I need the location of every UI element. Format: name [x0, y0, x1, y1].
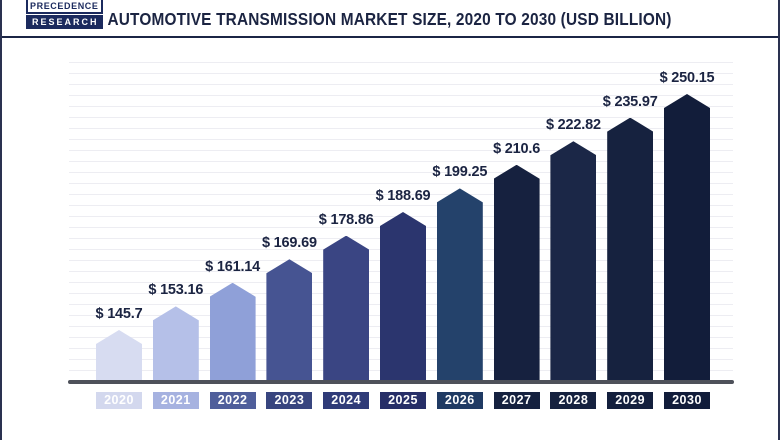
gridline [69, 84, 733, 85]
logo-line1: PRECEDENCE [26, 0, 103, 14]
bar-2028 [550, 141, 597, 382]
bar-2026 [436, 188, 483, 382]
x-axis-label-2027: 2027 [493, 392, 540, 409]
bar-2029 [607, 117, 654, 382]
logo-line2: RESEARCH [26, 15, 103, 29]
bar-value-label-2021: $ 153.16 [148, 282, 204, 299]
bar-value-label-2024: $ 178.86 [318, 211, 374, 228]
bar-value-label-2027: $ 210.6 [493, 140, 541, 157]
bar-2023 [266, 259, 313, 382]
page-title: AUTOMOTIVE TRANSMISSION MARKET SIZE, 202… [107, 8, 673, 29]
gridline [69, 128, 733, 129]
x-axis-baseline [68, 380, 734, 384]
x-axis-label-2021: 2021 [152, 392, 199, 409]
x-axis-label-2023: 2023 [266, 392, 313, 409]
gridline [69, 150, 733, 151]
bar-value-label-2029: $ 235.97 [602, 93, 658, 110]
x-axis-label-2029: 2029 [607, 392, 654, 409]
bar-2027 [493, 164, 540, 382]
bar-value-label-2030: $ 250.15 [659, 70, 715, 86]
gridline [69, 95, 733, 96]
x-axis-label-2025: 2025 [380, 392, 426, 409]
precedence-research-logo: PRECEDENCE RESEARCH [26, 0, 103, 29]
gridline [69, 73, 733, 74]
gridline [69, 62, 733, 63]
bar-value-label-2026: $ 199.25 [432, 164, 488, 181]
x-axis-label-2028: 2028 [550, 392, 597, 409]
x-axis-label-2020: 2020 [96, 392, 142, 409]
bar-value-label-2020: $ 145.7 [95, 306, 143, 322]
gridline [69, 139, 733, 140]
gridline [69, 117, 733, 118]
bar-value-label-2023: $ 169.69 [261, 235, 317, 252]
gridline [69, 106, 733, 107]
gridline [69, 194, 733, 195]
x-axis-label-2024: 2024 [323, 392, 370, 409]
gridline [69, 161, 733, 162]
gridline [69, 205, 733, 206]
x-axis-label-2022: 2022 [209, 392, 256, 409]
bar-value-label-2025: $ 188.69 [375, 188, 431, 204]
x-axis-label-2030: 2030 [664, 392, 710, 409]
x-axis-label-2026: 2026 [436, 392, 483, 409]
gridline [69, 183, 733, 184]
bar-2025 [380, 212, 426, 382]
bar-2021 [152, 306, 199, 382]
bar-value-label-2022: $ 161.14 [205, 258, 261, 275]
gridline [69, 172, 733, 173]
bar-2024 [323, 235, 370, 382]
header: PRECEDENCE RESEARCH AUTOMOTIVE TRANSMISS… [2, 0, 778, 38]
bar-2030 [664, 94, 710, 382]
bar-2022 [209, 282, 256, 382]
bar-value-label-2028: $ 222.82 [545, 117, 601, 134]
